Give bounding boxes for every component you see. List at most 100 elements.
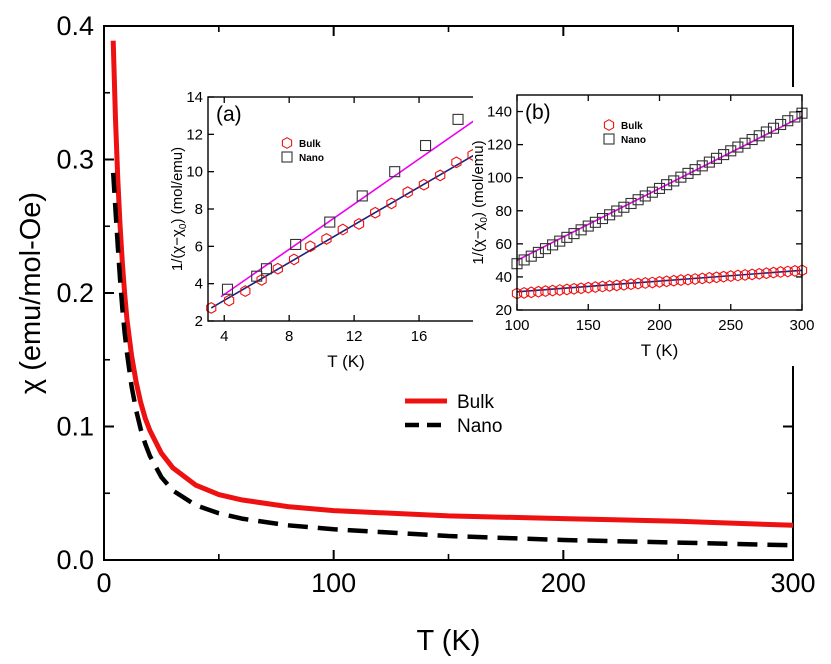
inset-y-tick-label: 2 (195, 313, 203, 330)
data-point-nano (518, 254, 530, 266)
data-point-bulk (689, 273, 701, 285)
data-point-nano (389, 166, 401, 178)
data-point-bulk (305, 240, 316, 253)
data-point-bulk (533, 285, 544, 298)
inset-y-tick-label: 12 (186, 126, 203, 143)
legend-label-bulk: Bulk (457, 392, 494, 413)
data-point-nano (420, 139, 432, 152)
data-point-nano (532, 246, 544, 258)
data-point-bulk (206, 301, 217, 314)
data-point-bulk (223, 294, 235, 307)
data-point-nano (746, 133, 758, 146)
inset-y-tick-label: 100 (487, 170, 512, 187)
data-point-bulk (661, 275, 672, 288)
inset-panel-label: (a) (216, 103, 242, 126)
legend-label-bulk: Bulk (621, 121, 643, 132)
data-point-bulk (775, 266, 786, 278)
data-point-bulk (789, 264, 801, 277)
main-y-tick-label: 0.0 (56, 545, 94, 575)
data-point-nano (525, 250, 537, 262)
data-point-bulk (337, 223, 348, 236)
main-x-tick-label: 300 (770, 568, 815, 598)
legend-label-nano: Nano (457, 416, 502, 437)
inset-y-axis-label-main: 1/(χ−χ (169, 229, 186, 271)
data-point-nano (618, 201, 630, 213)
legend-marker-bulk (281, 137, 293, 149)
inset-y-tick-label: 14 (186, 89, 203, 106)
data-point-nano (689, 164, 701, 176)
data-point-bulk (451, 156, 462, 169)
data-point-bulk (654, 275, 665, 288)
data-point-bulk (561, 283, 573, 296)
inset-y-axis-label-tail: ) (mol/emu) (470, 140, 487, 217)
inset-y-tick-label: 10 (186, 164, 203, 181)
data-point-bulk (739, 268, 751, 281)
inset-y-axis-label: 1/(χ−χ0) (mol/emu) (169, 147, 189, 271)
inset-y-tick-label: 120 (487, 137, 512, 154)
data-point-bulk (647, 276, 658, 289)
data-point-bulk (640, 277, 651, 289)
data-point-nano (703, 156, 715, 168)
main-x-tick-label: 100 (311, 568, 356, 598)
data-point-nano (732, 141, 744, 153)
data-point-bulk (704, 271, 715, 284)
data-point-bulk (370, 206, 381, 219)
data-point-nano (561, 231, 573, 243)
data-point-bulk (746, 268, 758, 281)
data-point-bulk (732, 269, 744, 282)
inset-y-tick-label: 20 (495, 302, 512, 319)
main-y-tick-label: 0.4 (56, 11, 94, 41)
data-point-nano (789, 111, 801, 123)
data-point-nano (625, 197, 637, 210)
data-point-nano (611, 205, 623, 217)
data-point-bulk (668, 274, 679, 287)
inset-y-tick-label: 40 (495, 269, 512, 286)
inset-y-tick-label: 80 (495, 203, 512, 220)
data-point-nano (682, 167, 694, 179)
data-point-bulk (435, 169, 446, 182)
main-x-tick-label: 0 (96, 568, 111, 598)
legend-marker-nano (281, 151, 293, 163)
data-point-nano (696, 160, 708, 172)
data-point-bulk (240, 285, 251, 298)
data-point-bulk (575, 282, 587, 295)
main-y-tick-label: 0.1 (56, 412, 94, 442)
data-point-bulk (718, 270, 729, 283)
legend-label-nano: Nano (299, 153, 324, 164)
inset-x-tick-label: 8 (285, 328, 293, 345)
data-point-bulk (697, 272, 708, 285)
data-point-nano (710, 152, 723, 164)
data-point-nano (260, 263, 272, 275)
inset-x-tick-label: 200 (647, 317, 672, 334)
data-point-bulk (518, 286, 530, 299)
data-point-bulk (782, 265, 793, 278)
data-point-nano (547, 239, 559, 251)
data-point-bulk (256, 273, 267, 286)
fit-line-nano (220, 113, 485, 298)
inset-x-tick-label: 150 (576, 317, 601, 334)
inset-panel-label: (b) (525, 101, 551, 124)
data-point-nano (661, 179, 673, 191)
series-line-nano (110, 172, 794, 548)
data-point-nano (760, 126, 772, 138)
data-point-nano (753, 130, 765, 142)
data-point-nano (452, 113, 464, 125)
data-point-bulk (526, 286, 537, 299)
main-y-tick-label: 0.3 (56, 145, 94, 175)
data-point-bulk (711, 271, 722, 284)
data-point-nano (575, 224, 587, 236)
data-point-bulk (754, 267, 765, 280)
data-point-bulk (583, 281, 594, 294)
data-point-nano (604, 209, 616, 221)
data-point-nano (675, 171, 687, 183)
inset-x-tick-label: 16 (411, 328, 428, 345)
data-point-bulk (402, 186, 413, 199)
inset-y-axis-label-main: 1/(χ−χ (470, 222, 487, 264)
data-point-bulk (547, 284, 558, 297)
data-point-nano (356, 190, 368, 202)
data-point-bulk (725, 270, 736, 283)
legend-marker-bulk (603, 119, 615, 131)
legend-label-nano: Nano (621, 135, 646, 146)
data-point-nano (632, 194, 644, 206)
